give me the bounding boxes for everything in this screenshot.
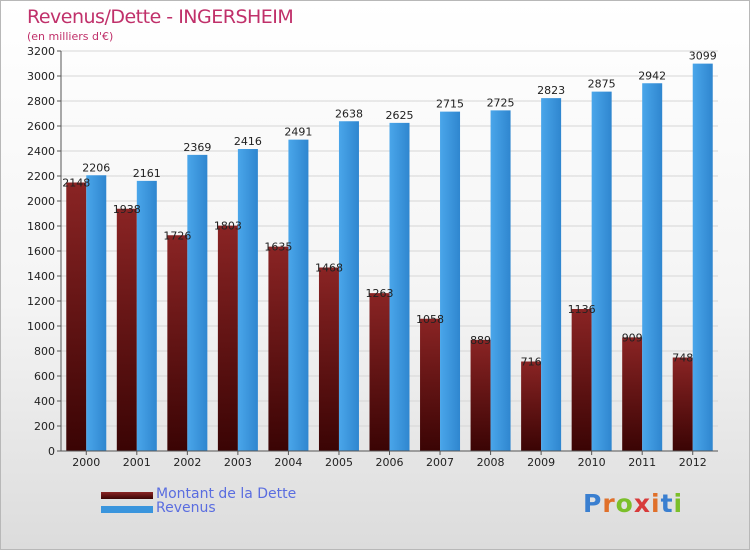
bar-debt: [268, 246, 289, 451]
legend-swatch-debt: [101, 492, 153, 499]
x-tick-label: 2005: [325, 456, 353, 469]
bar-debt: [66, 182, 87, 451]
data-label-revenue: 2725: [487, 96, 515, 109]
data-label-revenue: 2715: [436, 98, 464, 111]
chart-title: Revenus/Dette - INGERSHEIM: [27, 6, 294, 28]
data-label-revenue: 2823: [537, 84, 565, 97]
y-tick-label: 2800: [27, 95, 55, 108]
data-label-debt: 748: [672, 352, 693, 365]
legend-label-revenue: Revenus: [156, 500, 216, 516]
proxiti-logo: Proxiti: [583, 489, 684, 518]
chart-subtitle: (en milliers d'€): [27, 30, 114, 43]
bars: [66, 63, 713, 451]
data-label-debt: 1726: [163, 229, 191, 242]
y-tick-label: 600: [34, 370, 55, 383]
bar-debt: [217, 225, 238, 451]
x-tick-label: 2011: [628, 456, 656, 469]
bar-debt: [470, 339, 491, 451]
y-tick-label: 3200: [27, 45, 55, 58]
bar-debt: [369, 293, 390, 451]
legend-label-debt: Montant de la Dette: [156, 486, 297, 502]
data-label-revenue: 2416: [234, 135, 262, 148]
bar-debt: [571, 309, 592, 451]
data-label-debt: 1938: [113, 203, 141, 216]
y-tick-label: 1600: [27, 245, 55, 258]
bar-debt: [167, 235, 188, 451]
x-tick-label: 2000: [72, 456, 100, 469]
y-tick-label: 1000: [27, 320, 55, 333]
data-label-debt: 2148: [62, 177, 90, 190]
bar-debt: [420, 318, 441, 451]
data-label-revenue: 2638: [335, 107, 363, 120]
x-tick-label: 2012: [679, 456, 707, 469]
bar-revenue: [541, 98, 562, 451]
data-label-debt: 1635: [264, 241, 292, 254]
legend-swatch-revenue: [101, 506, 153, 513]
data-label-debt: 1136: [568, 303, 596, 316]
y-tick-label: 3000: [27, 70, 55, 83]
x-tick-label: 2007: [426, 456, 454, 469]
y-tick-label: 2600: [27, 120, 55, 133]
bar-debt: [521, 361, 542, 451]
bar-debt: [622, 337, 643, 451]
data-label-debt: 909: [622, 331, 643, 344]
axes: 0 200 400 600 800 1000 1200 1400 1600 1800 2000 220…: [27, 45, 718, 469]
y-tick-label: 800: [34, 345, 55, 358]
data-label-debt: 889: [470, 334, 491, 347]
bar-revenue: [338, 121, 359, 451]
bar-revenue: [237, 149, 258, 451]
x-tick-label: 2003: [224, 456, 252, 469]
x-tick-label: 2006: [376, 456, 404, 469]
y-tick-label: 2000: [27, 195, 55, 208]
y-tick-label: 400: [34, 395, 55, 408]
bar-revenue: [288, 139, 309, 451]
y-tick-label: 2400: [27, 145, 55, 158]
data-label-revenue: 2369: [183, 141, 211, 154]
bar-revenue: [490, 110, 511, 451]
y-tick-label: 1200: [27, 295, 55, 308]
x-tick-label: 2004: [274, 456, 302, 469]
data-label-debt: 716: [521, 356, 542, 369]
data-label-debt: 1058: [416, 313, 444, 326]
bar-revenue: [692, 63, 713, 451]
bar-revenue: [642, 83, 663, 451]
x-tick-label: 2009: [527, 456, 555, 469]
x-tick-label: 2001: [123, 456, 151, 469]
x-tick-label: 2008: [477, 456, 505, 469]
x-tick-label: 2010: [578, 456, 606, 469]
data-label-debt: 1263: [366, 287, 394, 300]
y-tick-label: 1800: [27, 220, 55, 233]
y-tick-label: 0: [48, 445, 55, 458]
data-label-debt: 1468: [315, 262, 343, 275]
bar-revenue: [591, 91, 612, 451]
bar-debt: [116, 208, 137, 451]
y-tick-label: 1400: [27, 270, 55, 283]
bar-revenue: [440, 111, 461, 451]
bar-debt: [672, 357, 693, 451]
data-label-debt: 1803: [214, 220, 242, 233]
data-labels: 2148 2206 1938 2161 1726 2369 1803 2416 1635 2491…: [62, 50, 716, 369]
bar-revenue: [86, 175, 107, 451]
data-label-revenue: 2161: [133, 167, 161, 180]
data-label-revenue: 2875: [588, 78, 616, 91]
data-label-revenue: 2206: [82, 161, 110, 174]
data-label-revenue: 3099: [689, 50, 717, 63]
y-tick-label: 2200: [27, 170, 55, 183]
bar-revenue: [136, 180, 157, 451]
x-tick-label: 2002: [173, 456, 201, 469]
bar-revenue: [187, 154, 208, 451]
y-tick-label: 200: [34, 420, 55, 433]
data-label-revenue: 2942: [638, 69, 666, 82]
data-label-revenue: 2625: [386, 109, 414, 122]
bar-revenue: [389, 122, 410, 451]
data-label-revenue: 2491: [284, 126, 312, 139]
bar-debt: [318, 267, 339, 451]
